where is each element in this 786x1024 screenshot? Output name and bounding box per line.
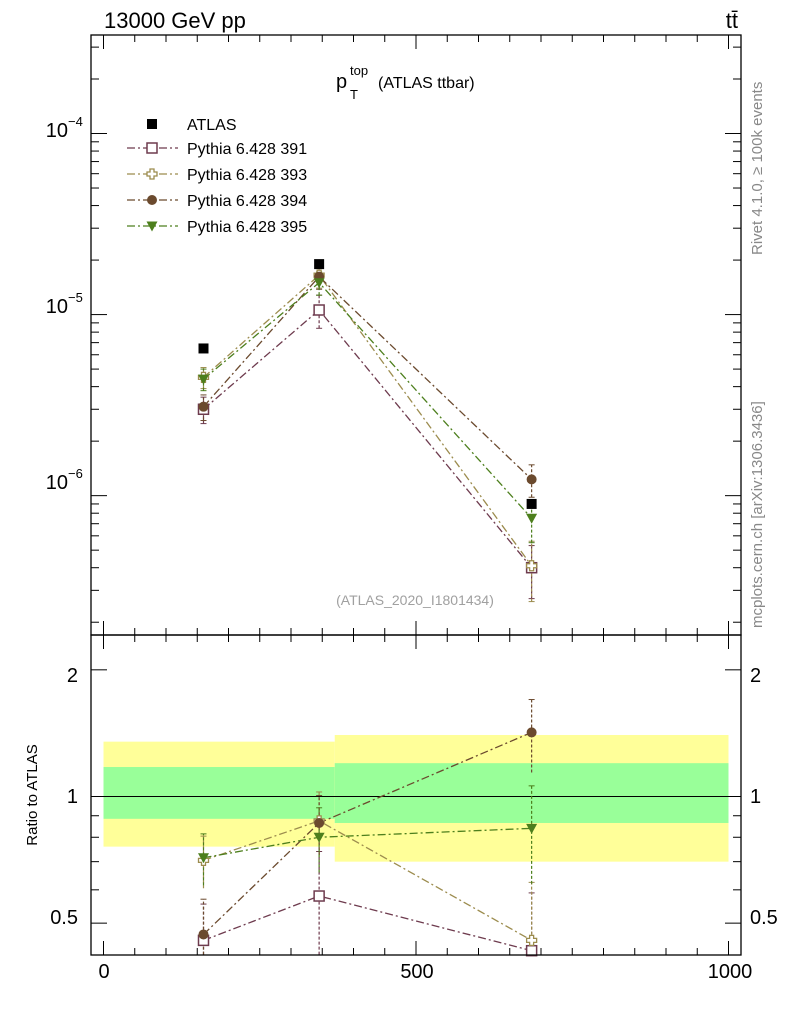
- legend-marker: [146, 142, 158, 154]
- xtick-label-500: 500: [400, 961, 433, 983]
- main-point: [313, 304, 325, 316]
- main-series-line: [203, 274, 533, 567]
- process-label: tt̄: [726, 8, 738, 33]
- xtick-label-0: 0: [98, 961, 109, 983]
- title-rest: (ATLAS ttbar): [378, 75, 475, 92]
- main-point: [198, 401, 209, 412]
- legend-marker: [146, 221, 158, 232]
- legend-label-394: Pythia 6.428 394: [187, 193, 307, 210]
- rivet-version-label: Rivet 4.1.0, ≥ 100k events: [749, 82, 766, 255]
- ratio-point: [313, 832, 325, 843]
- legend-marker: [147, 195, 157, 205]
- main-ytick-label-0: 10 −4: [46, 114, 83, 142]
- ratio-series-line: [203, 820, 532, 941]
- legend-marker: [147, 119, 157, 129]
- ratio-bands: [91, 735, 741, 862]
- main-ytick-exp: −5: [68, 290, 83, 305]
- main-point: [525, 560, 538, 572]
- legend-label-395: Pythia 6.428 395: [187, 219, 307, 236]
- legend: ATLAS Pythia 6.428 391 Pythia 6.428 393 …: [187, 117, 307, 236]
- ratio-point: [314, 817, 325, 828]
- ratio-point: [313, 890, 325, 902]
- legend-marker: [146, 168, 158, 180]
- ratio-ytick-label-right-2: 2: [750, 665, 761, 687]
- xtick-label-1000: 1000: [708, 961, 753, 983]
- main-point: [314, 259, 325, 270]
- ratio-point: [526, 823, 538, 834]
- ratio-point: [525, 944, 538, 957]
- ratio-ytick-label-right-1: 1: [750, 786, 761, 808]
- title-sub: T: [350, 87, 358, 102]
- ratio-point: [526, 727, 537, 738]
- legend-markers: [127, 119, 178, 232]
- main-point: [526, 474, 537, 485]
- legend-label-393: Pythia 6.428 393: [187, 167, 307, 184]
- main-point: [198, 374, 209, 385]
- main-point: [526, 498, 537, 509]
- ratio-band-green: [103, 767, 335, 819]
- ratio-series-line: [203, 895, 532, 952]
- ratio-frame: [90, 634, 742, 956]
- legend-label-atlas: ATLAS: [187, 117, 237, 134]
- energy-label: 13000 GeV pp: [104, 8, 246, 33]
- ratio-ytick-label-right-0.5: 0.5: [750, 907, 778, 929]
- ratio-ytick-label-0.5: 0.5: [50, 907, 78, 929]
- analysis-label: (ATLAS_2020_I1801434): [336, 592, 494, 608]
- main-series-line: [203, 275, 533, 480]
- main-ytick-label-1: 10 −5: [46, 290, 83, 318]
- main-series-line: [203, 309, 533, 569]
- title-base: p: [336, 71, 347, 93]
- series-markers: [197, 259, 538, 957]
- main-ytick-mantissa: 10: [46, 296, 68, 318]
- legend-label-391: Pythia 6.428 391: [187, 141, 307, 158]
- main-point: [526, 513, 538, 524]
- title-sup: top: [350, 63, 368, 78]
- main-ytick-mantissa: 10: [46, 120, 68, 142]
- ratio-point: [525, 934, 538, 947]
- main-point: [198, 343, 209, 354]
- ratio-point: [198, 929, 209, 940]
- main-ytick-exp: −4: [68, 114, 83, 129]
- ratio-ylabel: Ratio to ATLAS: [24, 744, 41, 845]
- main-point: [313, 278, 325, 289]
- main-ytick-exp: −6: [68, 466, 83, 481]
- ratio-point: [198, 853, 209, 864]
- axis-ticks: [91, 35, 741, 955]
- main-title: p top T (ATLAS ttbar): [336, 63, 475, 102]
- ratio-ytick-label-1: 1: [67, 786, 78, 808]
- main-ytick-mantissa: 10: [46, 472, 68, 494]
- ratio-ytick-label-2: 2: [67, 665, 78, 687]
- mcplots-label: mcplots.cern.ch [arXiv:1306.3436]: [749, 401, 766, 628]
- main-series-line: [203, 281, 533, 519]
- main-ytick-label-2: 10 −6: [46, 466, 83, 494]
